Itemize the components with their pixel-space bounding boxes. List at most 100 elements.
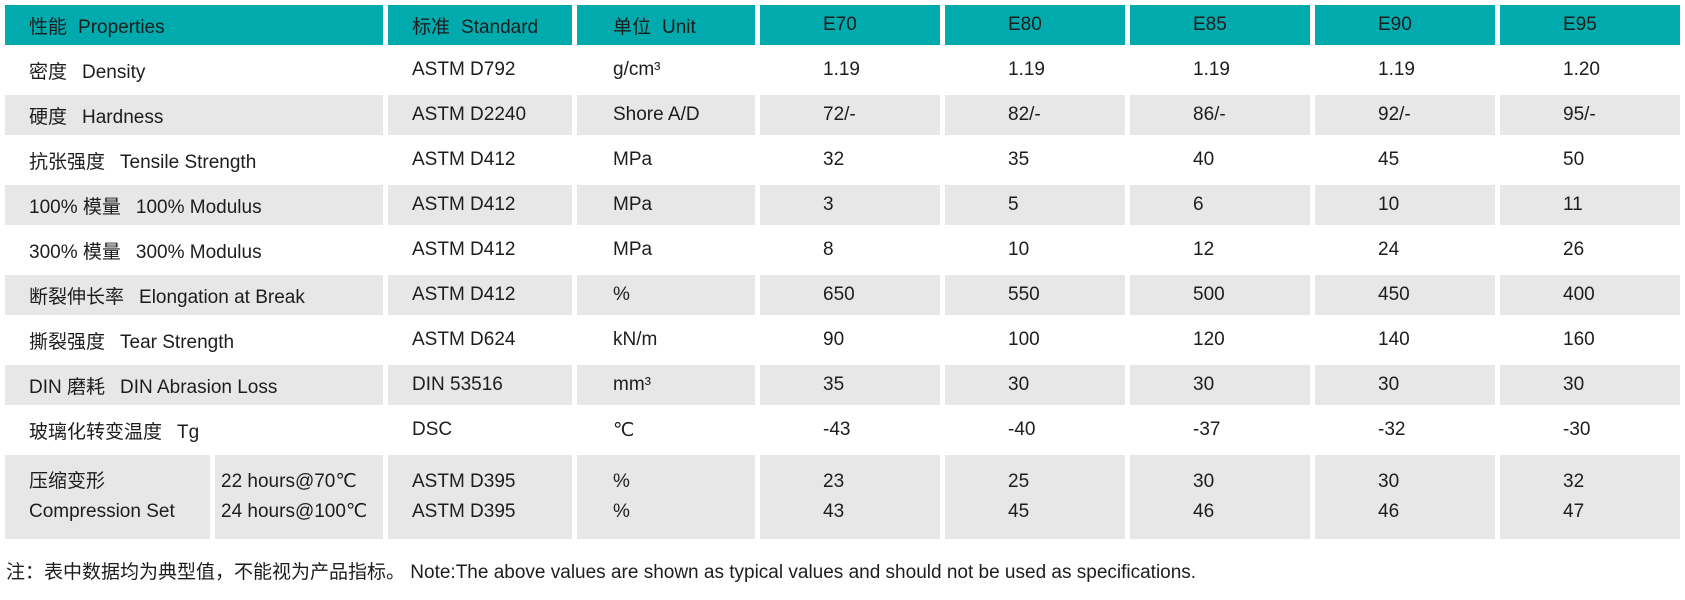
value-cell-e95: 1.20 — [1500, 50, 1680, 90]
value-cell-e80: -40 — [945, 410, 1125, 450]
value-cell-e80: 25 45 — [945, 455, 1125, 539]
property-cell: 100% 模量 100% Modulus — [5, 185, 383, 225]
standard-line-2: ASTM D395 — [412, 501, 516, 522]
unit-line-1: % — [613, 471, 630, 492]
column-header-properties-en: Properties — [78, 16, 165, 38]
property-label-en: DIN Abrasion Loss — [120, 376, 278, 398]
value-cell-e70: 35 — [760, 365, 940, 405]
property-label-zh: 压缩变形 — [29, 471, 106, 492]
value-cell-e90: 45 — [1315, 140, 1495, 180]
unit-cell: g/cm³ — [577, 50, 755, 90]
standard-cell: ASTM D412 — [388, 275, 572, 315]
standard-cell: ASTM D395 ASTM D395 — [388, 455, 572, 539]
value-24h: 45 — [1008, 501, 1030, 522]
property-label-zh: 100% 模量 — [29, 196, 121, 218]
value-cell-e90: 24 — [1315, 230, 1495, 270]
value-cell-e80: 1.19 — [945, 50, 1125, 90]
column-header-grade-e70: E70 — [760, 5, 940, 45]
value-cell-e85: 30 46 — [1130, 455, 1310, 539]
property-label-zh: 硬度 — [29, 106, 68, 128]
value-cell-e95: 26 — [1500, 230, 1680, 270]
property-label-zh: 300% 模量 — [29, 241, 121, 263]
condition-cell: 22 hours@70℃ 24 hours@100℃ — [215, 455, 383, 539]
value-cell-e85: 1.19 — [1130, 50, 1310, 90]
table-row-100-modulus: 100% 模量 100% Modulus ASTM D412 MPa 3 5 6 … — [5, 185, 1680, 225]
value-cell-e70: 1.19 — [760, 50, 940, 90]
table-row-hardness: 硬度 Hardness ASTM D2240 Shore A/D 72/- 82/… — [5, 95, 1680, 135]
value-cell-e80: 30 — [945, 365, 1125, 405]
condition-24h: 24 hours@100℃ — [221, 501, 368, 522]
standard-cell: ASTM D412 — [388, 140, 572, 180]
value-cell-e95: 50 — [1500, 140, 1680, 180]
property-label-en: Tg — [177, 421, 200, 443]
property-cell: 断裂伸长率 Elongation at Break — [5, 275, 383, 315]
property-cell: 300% 模量 300% Modulus — [5, 230, 383, 270]
standard-line-1: ASTM D395 — [412, 471, 516, 492]
value-cell-e80: 10 — [945, 230, 1125, 270]
unit-cell: Shore A/D — [577, 95, 755, 135]
value-cell-e95: 32 47 — [1500, 455, 1680, 539]
value-cell-e90: 30 — [1315, 365, 1495, 405]
value-cell-e80: 5 — [945, 185, 1125, 225]
table-header-row: 性能 Properties 标准 Standard 单位 Unit E70 E80 E… — [5, 5, 1680, 45]
property-label-en: Tensile Strength — [120, 151, 257, 173]
value-cell-e95: 11 — [1500, 185, 1680, 225]
property-cell: 抗张强度 Tensile Strength — [5, 140, 383, 180]
table-row-tear-strength: 撕裂强度 Tear Strength ASTM D624 kN/m 90 100 … — [5, 320, 1680, 360]
standard-cell: ASTM D412 — [388, 185, 572, 225]
value-cell-e95: 30 — [1500, 365, 1680, 405]
value-22h: 32 — [1563, 471, 1585, 492]
value-cell-e70: 90 — [760, 320, 940, 360]
standard-cell: ASTM D412 — [388, 230, 572, 270]
standard-cell: DIN 53516 — [388, 365, 572, 405]
property-label-en: Hardness — [82, 106, 164, 128]
value-cell-e90: -32 — [1315, 410, 1495, 450]
property-label-en: 100% Modulus — [135, 196, 262, 218]
standard-cell: ASTM D2240 — [388, 95, 572, 135]
value-cell-e90: 140 — [1315, 320, 1495, 360]
condition-22h: 22 hours@70℃ — [221, 471, 357, 492]
property-label-zh: 撕裂强度 — [29, 331, 106, 353]
property-label-zh: 抗张强度 — [29, 151, 106, 173]
value-cell-e85: 30 — [1130, 365, 1310, 405]
value-cell-e70: 8 — [760, 230, 940, 270]
value-cell-e90: 30 46 — [1315, 455, 1495, 539]
unit-cell: MPa — [577, 230, 755, 270]
property-label-zh: DIN 磨耗 — [29, 376, 106, 398]
property-label-en: Compression Set — [29, 501, 175, 522]
value-cell-e70: 3 — [760, 185, 940, 225]
value-cell-e85: 120 — [1130, 320, 1310, 360]
unit-line-2: % — [613, 501, 630, 522]
unit-cell: MPa — [577, 140, 755, 180]
property-label-zh: 断裂伸长率 — [29, 286, 125, 308]
value-24h: 46 — [1193, 501, 1215, 522]
value-cell-e90: 450 — [1315, 275, 1495, 315]
value-cell-e70: 32 — [760, 140, 940, 180]
value-cell-e85: 6 — [1130, 185, 1310, 225]
value-24h: 46 — [1378, 501, 1400, 522]
column-header-unit-en: Unit — [662, 16, 696, 38]
value-22h: 25 — [1008, 471, 1030, 492]
column-header-grade-e90: E90 — [1315, 5, 1495, 45]
table-row-glass-transition-temperature: 玻璃化转变温度 Tg DSC ℃ -43 -40 -37 -32 -30 — [5, 410, 1680, 450]
property-cell: 压缩变形 Compression Set — [5, 455, 210, 539]
value-22h: 30 — [1193, 471, 1215, 492]
footnote: 注：表中数据均为典型值，不能视为产品指标。 Note:The above val… — [6, 562, 1197, 583]
table-row-din-abrasion-loss: DIN 磨耗 DIN Abrasion Loss DIN 53516 mm³ 35… — [5, 365, 1680, 405]
unit-cell: MPa — [577, 185, 755, 225]
value-cell-e95: 95/- — [1500, 95, 1680, 135]
property-cell: 密度 Density — [5, 50, 383, 90]
value-cell-e85: -37 — [1130, 410, 1310, 450]
column-header-standard-zh: 标准 — [412, 16, 451, 38]
column-header-standard: 标准 Standard — [388, 5, 572, 45]
table-row-tensile-strength: 抗张强度 Tensile Strength ASTM D412 MPa 32 35… — [5, 140, 1680, 180]
column-header-properties-zh: 性能 — [29, 16, 68, 38]
unit-cell: kN/m — [577, 320, 755, 360]
value-cell-e85: 40 — [1130, 140, 1310, 180]
property-label-zh: 密度 — [29, 61, 68, 83]
column-header-grade-e85: E85 — [1130, 5, 1310, 45]
value-cell-e95: 160 — [1500, 320, 1680, 360]
column-header-standard-en: Standard — [461, 16, 539, 38]
property-label-zh: 玻璃化转变温度 — [29, 421, 163, 443]
property-cell: DIN 磨耗 DIN Abrasion Loss — [5, 365, 383, 405]
